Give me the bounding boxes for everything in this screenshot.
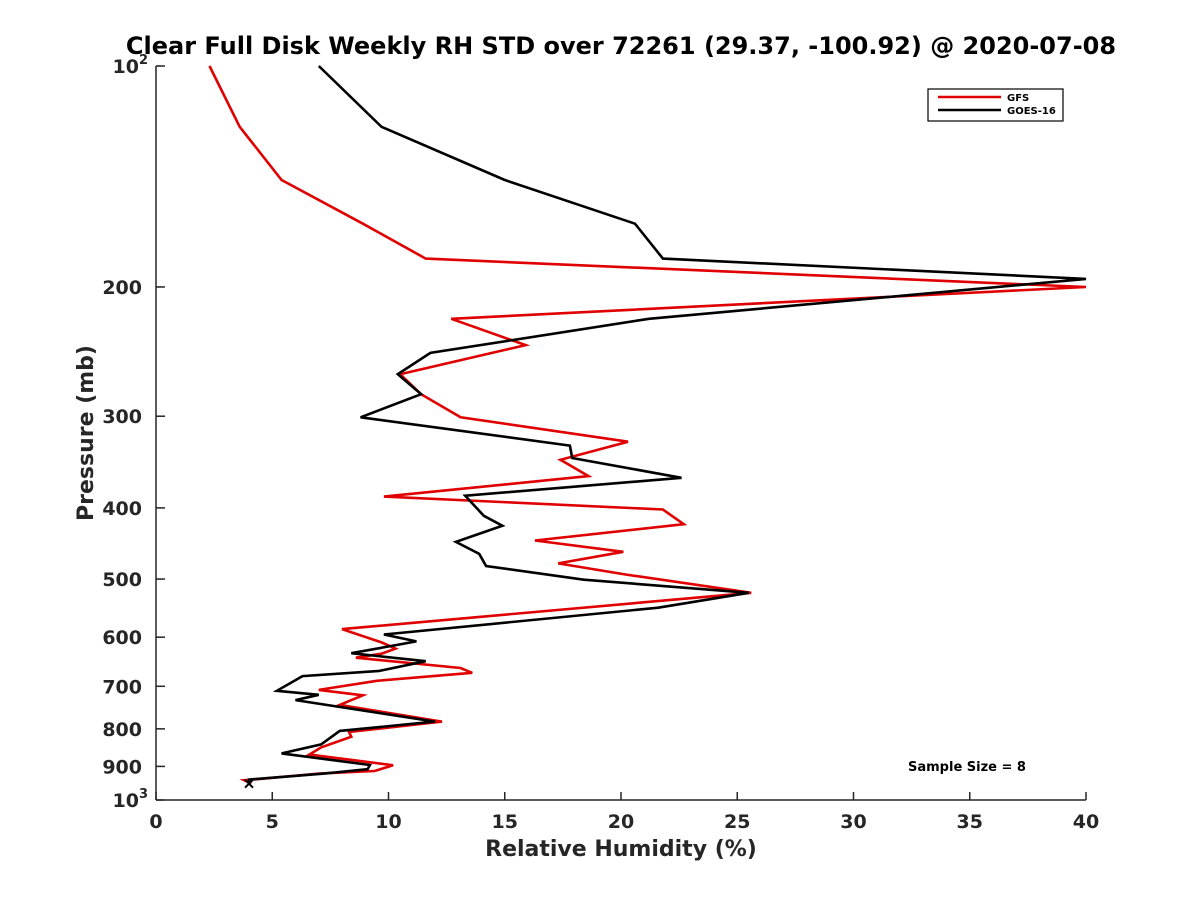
x-tick-label: 10 <box>375 811 401 833</box>
x-tick-label: 35 <box>957 811 983 833</box>
y-tick-label: 300 <box>102 406 142 428</box>
y-axis-label: Pressure (mb) <box>74 345 99 521</box>
legend-label-goes16: GOES-16 <box>1007 106 1056 117</box>
axes-layer: 0 5 10 15 20 25 30 35 40 102 200 300 400 500 600 700 800… <box>102 53 1099 833</box>
legend: GFS GOES-16 <box>927 88 1064 122</box>
chart-title: Clear Full Disk Weekly RH STD over 72261… <box>126 32 1116 60</box>
y-tick-label: 400 <box>102 498 142 520</box>
x-tick-label: 15 <box>492 811 518 833</box>
series-line-gfs <box>208 65 1087 785</box>
y-tick-label: 600 <box>102 627 142 649</box>
series-line-goes-16 <box>247 65 1087 784</box>
legend-box <box>927 88 1064 122</box>
x-tick-label: 5 <box>266 811 279 833</box>
y-tick-label: 700 <box>102 676 142 698</box>
y-tick-label: 103 <box>113 787 149 812</box>
legend-label-gfs: GFS <box>1007 93 1029 104</box>
y-tick-label: 800 <box>102 719 142 741</box>
y-tick-label: 102 <box>113 53 149 78</box>
x-tick-label: 0 <box>149 811 162 833</box>
x-tick-label: 30 <box>840 811 866 833</box>
x-tick-label: 40 <box>1073 811 1099 833</box>
series-layer <box>208 65 1087 789</box>
end-marker <box>244 778 254 789</box>
x-axis-label: Relative Humidity (%) <box>485 837 757 862</box>
y-tick-label: 900 <box>102 756 142 778</box>
x-tick-label: 20 <box>608 811 634 833</box>
y-tick-label: 500 <box>102 569 142 591</box>
sample-size-annotation: Sample Size = 8 <box>908 760 1026 775</box>
y-tick-label: 200 <box>102 277 142 299</box>
x-tick-label: 25 <box>724 811 750 833</box>
